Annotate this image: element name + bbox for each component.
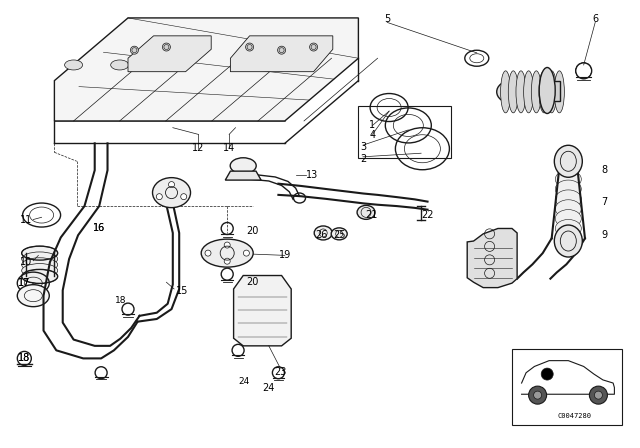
Ellipse shape [508,71,518,113]
Circle shape [589,386,607,404]
Text: C0047280: C0047280 [557,413,592,419]
Ellipse shape [547,71,557,113]
Text: 17: 17 [18,278,31,288]
Polygon shape [234,276,291,346]
Ellipse shape [531,71,541,113]
Circle shape [131,46,138,54]
Circle shape [541,368,553,380]
Text: 3: 3 [360,142,366,152]
Ellipse shape [539,71,549,113]
Ellipse shape [17,284,49,307]
Circle shape [310,43,317,51]
Ellipse shape [554,71,564,113]
Ellipse shape [556,200,581,218]
Circle shape [156,194,163,200]
Circle shape [224,242,230,248]
Polygon shape [128,36,211,72]
Text: 6: 6 [592,14,598,24]
Ellipse shape [540,68,556,113]
Text: 9: 9 [602,230,608,240]
Text: 21: 21 [365,210,378,220]
Text: 24: 24 [239,377,250,386]
Ellipse shape [556,190,581,208]
Circle shape [243,250,250,256]
Circle shape [163,43,170,51]
Ellipse shape [157,60,175,70]
Text: 18: 18 [18,353,31,363]
Text: 26: 26 [315,230,328,240]
Text: 24: 24 [262,383,275,392]
Text: 19: 19 [278,250,291,260]
Text: 1: 1 [369,121,376,130]
Polygon shape [230,36,333,72]
Ellipse shape [500,71,511,113]
Circle shape [224,258,230,264]
Ellipse shape [22,252,58,266]
Ellipse shape [332,228,348,240]
Text: 20: 20 [246,226,259,236]
Ellipse shape [524,71,534,113]
Ellipse shape [22,246,58,260]
Ellipse shape [65,60,83,70]
Ellipse shape [497,81,525,103]
Text: 17: 17 [18,278,31,288]
Circle shape [180,194,187,200]
Ellipse shape [201,239,253,267]
Polygon shape [54,18,358,121]
Text: 8: 8 [602,165,608,175]
Text: 23: 23 [274,367,287,377]
Circle shape [168,181,175,188]
Ellipse shape [556,210,581,228]
Ellipse shape [556,170,581,188]
Text: 12: 12 [192,143,205,153]
Text: 4: 4 [369,130,376,140]
Circle shape [205,250,211,256]
Text: 14: 14 [223,143,236,153]
Text: 22: 22 [421,210,434,220]
Polygon shape [467,228,517,288]
Text: 10: 10 [19,257,32,267]
Text: 11: 11 [19,215,32,224]
Ellipse shape [357,205,375,220]
Ellipse shape [554,145,582,177]
Ellipse shape [516,71,526,113]
Text: 16: 16 [93,224,106,233]
Polygon shape [547,81,560,101]
Text: 7: 7 [602,197,608,207]
Text: 20: 20 [246,277,259,287]
Text: 18: 18 [115,296,126,305]
Ellipse shape [554,225,582,257]
FancyBboxPatch shape [512,349,622,425]
Text: 15: 15 [176,286,189,296]
Text: 2: 2 [360,154,366,164]
Circle shape [595,391,602,399]
Circle shape [534,391,541,399]
Ellipse shape [230,158,256,174]
Ellipse shape [22,258,58,272]
Text: 5: 5 [384,14,390,24]
Text: 25: 25 [333,230,346,240]
Ellipse shape [22,263,58,278]
Ellipse shape [111,60,129,70]
Text: 13: 13 [306,170,319,180]
Ellipse shape [314,226,332,240]
Circle shape [278,46,285,54]
Ellipse shape [556,180,581,198]
Polygon shape [225,171,261,180]
Text: 16: 16 [93,224,106,233]
Text: 18: 18 [18,353,31,363]
Ellipse shape [22,269,58,284]
Ellipse shape [152,178,191,207]
Circle shape [529,386,547,404]
Ellipse shape [556,220,581,237]
Circle shape [246,43,253,51]
